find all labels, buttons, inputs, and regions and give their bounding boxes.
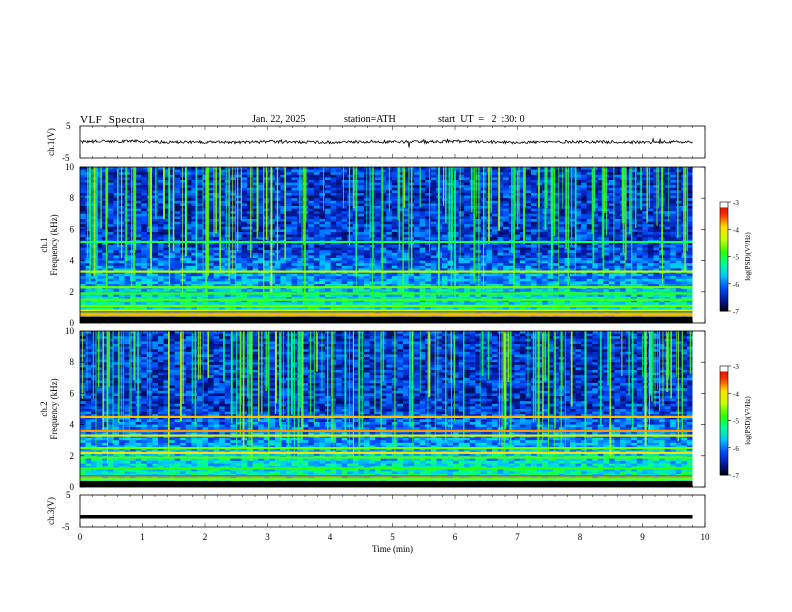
y-tick-label: 6 [70,224,75,234]
y-tick-label: 4 [70,420,75,430]
ch2-spectrogram [80,331,705,488]
y-tick-label: 5 [66,121,71,131]
station-label: station=ATH [344,114,396,125]
panel-frame [79,494,706,528]
y-tick-label: 0 [70,482,75,492]
y-tick-label: 2 [70,451,75,461]
colorbar-label: log(PSD)(V²/Hz) [744,396,752,445]
colorbar-tick-label: -4 [733,226,739,234]
x-axis-label: Time (min) [372,544,413,554]
colorbar-tick-label: -6 [733,281,739,289]
y-axis-label: ch.3(V) [46,497,56,525]
x-tick-label: 10 [701,532,711,542]
colorbar-tick-label: -5 [733,254,739,262]
y-axis-label: Frequency (kHz) [49,378,59,439]
y-tick-label: 2 [70,287,75,297]
y-tick-label: 4 [70,256,75,266]
x-tick-label: 4 [328,532,333,542]
colorbar-tick-label: -7 [733,472,739,480]
y-tick-label: 8 [70,193,75,203]
figure-title: VLF Spectra [80,114,146,126]
x-tick-label: 9 [640,532,645,542]
colorbar-tick-label: -4 [733,390,739,398]
date-label: Jan. 22, 2025 [252,114,306,125]
colorbar-tick-label: -3 [733,199,739,207]
waveform-trace [79,137,693,148]
x-tick-label: 0 [78,532,83,542]
colorbar-tick-label: -3 [733,363,739,371]
colorbar-tick-label: -6 [733,445,739,453]
ch1-waveform-panel [79,137,693,148]
ch2-colorbar: -3 -4 -5 -6 -7 log(PSD)(V²/Hz) [719,363,752,480]
channel-label: ch.1 [39,237,49,252]
y-tick-label: -5 [62,522,70,532]
ch1-colorbar: -3 -4 -5 -6 -7 log(PSD)(V²/Hz) [719,199,752,316]
x-tick-label: 3 [265,532,270,542]
y-tick-label: 10 [65,326,75,336]
y-tick-label: 10 [65,162,75,172]
y-tick-label: 6 [70,388,75,398]
x-tick-label: 5 [390,532,395,542]
colorbar-tick-label: -5 [733,418,739,426]
colorbar-label: log(PSD)(V²/Hz) [744,232,752,281]
y-axis-label: ch.1(V) [46,128,56,156]
y-tick-label: -5 [62,153,70,163]
x-tick-label: 7 [515,532,520,542]
panel-frames [79,125,706,528]
x-tick-label: 2 [203,532,208,542]
ch1-spectrogram [80,167,705,324]
x-tick-label: 6 [453,532,458,542]
x-tick-label: 1 [140,532,145,542]
y-tick-label: 0 [70,318,75,328]
y-tick-label: 5 [66,490,71,500]
colorbar-tick-label: -7 [733,308,739,316]
channel-label: ch.2 [39,401,49,416]
y-tick-label: 8 [70,357,75,367]
x-tick-label: 8 [578,532,583,542]
start-time-label: start UT = 2 :30: 0 [438,114,525,125]
y-axis-label: Frequency (kHz) [49,214,59,275]
